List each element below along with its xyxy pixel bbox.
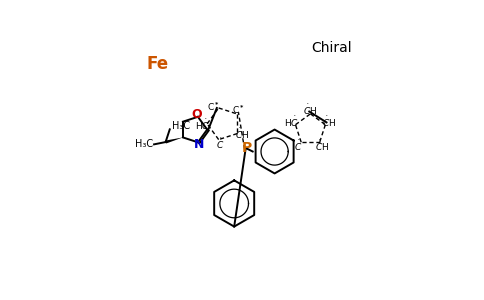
Text: $\dot{C}$H: $\dot{C}$H	[322, 116, 336, 129]
Text: P: P	[242, 141, 252, 155]
Text: Fe: Fe	[147, 55, 168, 73]
Text: N: N	[194, 138, 204, 151]
Text: $\dot{C}$H: $\dot{C}$H	[303, 103, 318, 117]
Text: C$\mathbf{^*}$: C$\mathbf{^*}$	[232, 103, 245, 116]
Text: H₃C: H₃C	[135, 139, 153, 149]
Text: H$\dot{C}$: H$\dot{C}$	[284, 116, 299, 129]
Text: H$\dot{C}$: H$\dot{C}$	[195, 118, 210, 132]
Text: $\dot{C}$H: $\dot{C}$H	[316, 139, 330, 153]
Text: C$\mathbf{^*}$: C$\mathbf{^*}$	[207, 100, 220, 113]
Text: O: O	[192, 109, 202, 122]
Polygon shape	[165, 137, 183, 143]
Text: $\dot{C}$H: $\dot{C}$H	[235, 127, 249, 141]
Text: $\dot{C}$: $\dot{C}$	[216, 137, 224, 151]
Text: H₃C: H₃C	[172, 121, 190, 131]
Text: Chiral: Chiral	[311, 40, 351, 55]
Text: $\dot{C}$: $\dot{C}$	[294, 139, 302, 153]
